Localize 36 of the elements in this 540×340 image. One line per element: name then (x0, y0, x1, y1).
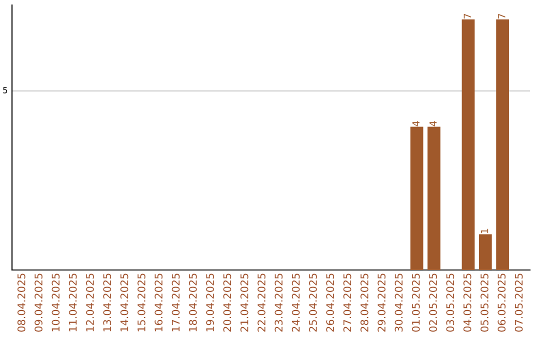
x-tick-label: 27.04.2025 (343, 274, 352, 332)
x-tick-label: 15.04.2025 (138, 274, 146, 332)
x-tick-label: 30.04.2025 (394, 274, 403, 332)
x-tick-label: 10.04.2025 (52, 274, 60, 332)
x-tick-label: 04.05.2025 (463, 274, 472, 332)
x-tick-label: 07.05.2025 (514, 274, 523, 332)
data-label: 7 (498, 14, 506, 19)
x-tick-label: 28.04.2025 (360, 274, 368, 332)
x-tick-label: 01.05.2025 (412, 274, 420, 332)
x-tick-label: 06.05.2025 (498, 274, 506, 332)
x-tick-label: 20.04.2025 (223, 274, 232, 332)
x-tick-label: 03.05.2025 (446, 274, 454, 332)
x-tick-label: 29.04.2025 (378, 274, 386, 332)
x-tick-label: 13.04.2025 (103, 274, 112, 332)
x-tick-label: 19.04.2025 (206, 274, 214, 332)
x-tick-label: 11.04.2025 (68, 274, 77, 332)
data-label: 4 (430, 121, 437, 126)
x-tick-label: 26.04.2025 (326, 274, 334, 332)
x-tick-label: 18.04.2025 (188, 274, 197, 332)
data-label: 4 (412, 121, 420, 126)
data-label: 7 (464, 14, 471, 19)
x-tick-label: 05.05.2025 (480, 274, 488, 332)
x-tick-label: 23.04.2025 (274, 274, 283, 332)
x-tick-label: 14.04.2025 (120, 274, 128, 332)
x-tick-label: 17.04.2025 (172, 274, 180, 332)
x-tick-label: 16.04.2025 (154, 274, 163, 332)
x-tick-label: 24.04.2025 (292, 274, 300, 332)
x-tick-label: 21.04.2025 (240, 274, 248, 332)
x-tick-label: 12.04.2025 (86, 274, 94, 332)
x-tick-label: 22.04.2025 (258, 274, 266, 332)
ref-line-label: 5 (3, 87, 8, 94)
x-tick-label: 09.04.2025 (34, 274, 42, 332)
x-tick-label: 02.05.2025 (429, 274, 437, 332)
x-tick-label: 25.04.2025 (309, 274, 317, 332)
data-label: 1 (481, 228, 488, 234)
x-tick-label: 08.04.2025 (17, 274, 26, 332)
